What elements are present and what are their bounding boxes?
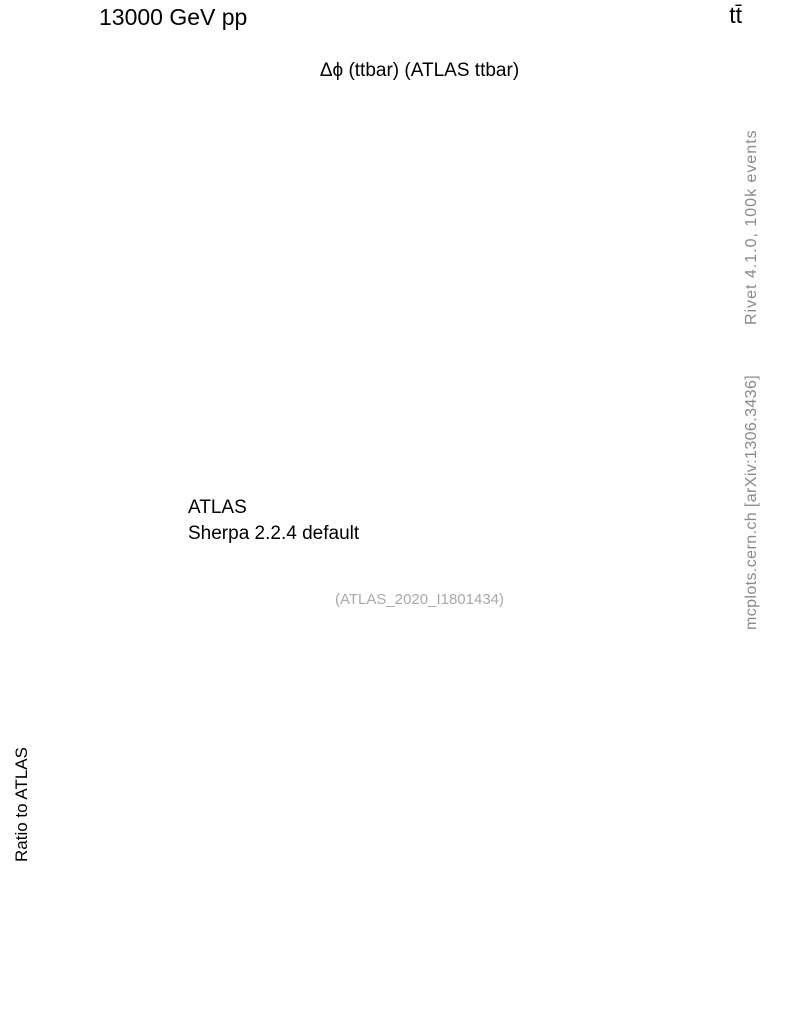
mcplots-arxiv-sidenote: mcplots.cern.ch [arXiv:1306.3436] bbox=[743, 374, 760, 630]
ratio-axis-title: Ratio to ATLAS bbox=[12, 747, 31, 862]
observable-title: Δϕ (ttbar) (ATLAS ttbar) bbox=[319, 60, 520, 81]
process-title-ttbar: tt̄ bbox=[729, 2, 742, 28]
beam-energy-title: 13000 GeV pp bbox=[99, 4, 248, 30]
legend-atlas-label: ATLAS bbox=[188, 497, 247, 518]
rivet-version-sidenote: Rivet 4.1.0, 100k events bbox=[743, 129, 760, 325]
analysis-reference-label: (ATLAS_2020_I1801434) bbox=[334, 591, 504, 608]
legend-sherpa-label: Sherpa 2.2.4 default bbox=[188, 523, 360, 544]
